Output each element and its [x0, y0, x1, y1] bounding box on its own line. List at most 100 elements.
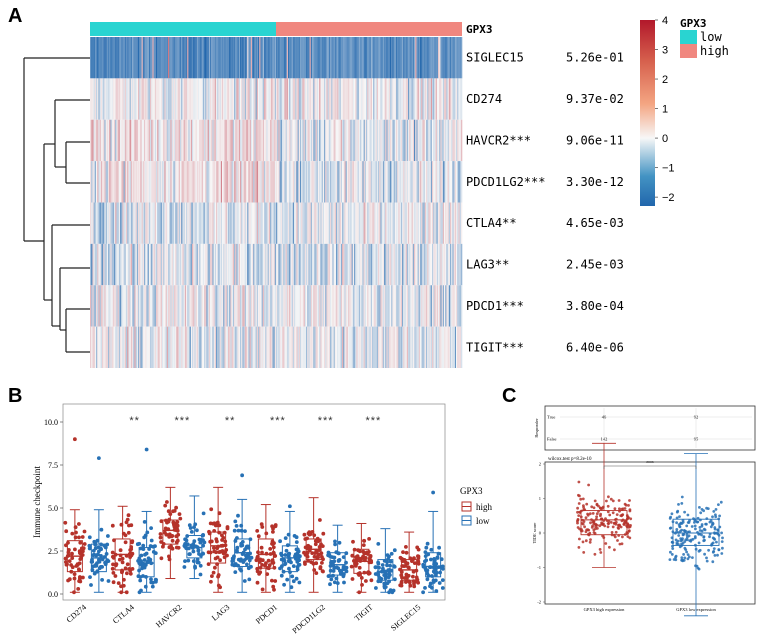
heatmap-cell [225, 161, 228, 203]
data-point [175, 523, 180, 528]
data-point [89, 583, 93, 587]
data-point [130, 540, 134, 545]
heatmap-cell [409, 202, 411, 244]
heatmap-cell [223, 243, 225, 286]
heatmap-cell [391, 119, 393, 162]
heatmap-cell [243, 285, 246, 327]
heatmap-cell [418, 37, 421, 79]
data-point [206, 562, 211, 566]
heatmap-cell [199, 285, 201, 327]
heatmap-cell [381, 202, 384, 244]
heatmap-cell [121, 243, 123, 286]
data-point [309, 560, 314, 564]
heatmap-cell [240, 161, 242, 203]
heatmap-cell [111, 78, 114, 120]
heatmap-cell [158, 119, 160, 162]
heatmap-cell [410, 326, 412, 369]
heatmap-cell [183, 326, 186, 369]
heatmap-cell [201, 161, 204, 203]
heatmap-cell [224, 285, 226, 327]
heatmap-cell [319, 202, 321, 244]
data-point [585, 528, 589, 532]
heatmap-cell [243, 37, 246, 79]
heatmap-cell [343, 161, 345, 203]
heatmap-cell [147, 326, 150, 369]
heatmap-cell [242, 78, 244, 120]
data-point [310, 530, 315, 534]
heatmap-cell [153, 37, 156, 79]
heatmap-cell [332, 202, 334, 244]
heatmap-cell [246, 119, 248, 162]
heatmap-cell [178, 202, 181, 244]
data-point [260, 563, 264, 567]
heatmap-cell [158, 78, 160, 120]
heatmap-cell [198, 285, 200, 327]
heatmap-cell [237, 202, 240, 244]
data-point [582, 520, 586, 523]
heatmap-cell [432, 37, 434, 79]
data-point [183, 559, 187, 563]
heatmap-cell [136, 78, 139, 120]
data-point [423, 550, 428, 554]
heatmap-cell [261, 119, 264, 162]
heatmap-cell [188, 202, 190, 244]
data-point [95, 569, 100, 574]
heatmap-cell [450, 161, 452, 203]
data-point [271, 550, 276, 555]
y-axis-label: Immune checkpoint [32, 466, 42, 538]
heatmap-cell [458, 285, 460, 327]
data-point [424, 545, 429, 550]
heatmap-cell [193, 78, 195, 120]
heatmap-cell [400, 202, 403, 244]
heatmap-cell [214, 326, 217, 369]
data-point [389, 568, 394, 573]
heatmap-cell [262, 202, 265, 244]
data-point [576, 510, 579, 514]
heatmap-cell [116, 326, 118, 369]
heatmap-cell [452, 119, 454, 162]
heatmap-cell [252, 37, 254, 79]
data-point [141, 543, 146, 548]
heatmap-cell [416, 285, 418, 327]
heatmap-cell [430, 37, 433, 79]
heatmap-cell [159, 119, 162, 162]
heatmap-cell [211, 119, 213, 162]
heatmap-cell [211, 161, 213, 203]
heatmap-cell [448, 243, 451, 286]
data-point [159, 540, 164, 544]
heatmap-cell [279, 326, 282, 369]
heatmap-cell [142, 326, 145, 369]
data-point [114, 562, 119, 566]
data-point [679, 537, 683, 540]
heatmap-cell [268, 202, 271, 244]
heatmap-cell [204, 202, 206, 244]
heatmap-cell [186, 285, 188, 327]
heatmap-cell [339, 202, 342, 244]
heatmap-cell [176, 37, 178, 79]
heatmap-cell [343, 285, 345, 327]
heatmap-cell [415, 285, 417, 327]
heatmap-cell [434, 326, 436, 369]
data-point [163, 526, 168, 531]
heatmap-cell [129, 78, 132, 120]
heatmap-cell [368, 326, 370, 369]
data-point [703, 528, 707, 532]
data-point [127, 552, 132, 556]
heatmap-cell [412, 202, 415, 244]
heatmap-cell [452, 78, 454, 120]
data-point [341, 555, 346, 559]
data-point [597, 504, 600, 508]
heatmap-cell [314, 161, 316, 203]
data-point [712, 550, 716, 553]
heatmap-cell [147, 243, 150, 286]
heatmap-cell [164, 285, 166, 327]
data-point [195, 560, 200, 565]
heatmap-cell [368, 78, 370, 120]
heatmap-cell [222, 243, 224, 286]
data-point [693, 524, 697, 528]
heatmap-cell [318, 119, 320, 162]
heatmap-cell [289, 243, 291, 286]
heatmap-cell [394, 285, 397, 327]
heatmap-cell [109, 243, 111, 286]
heatmap-cell [356, 37, 358, 79]
